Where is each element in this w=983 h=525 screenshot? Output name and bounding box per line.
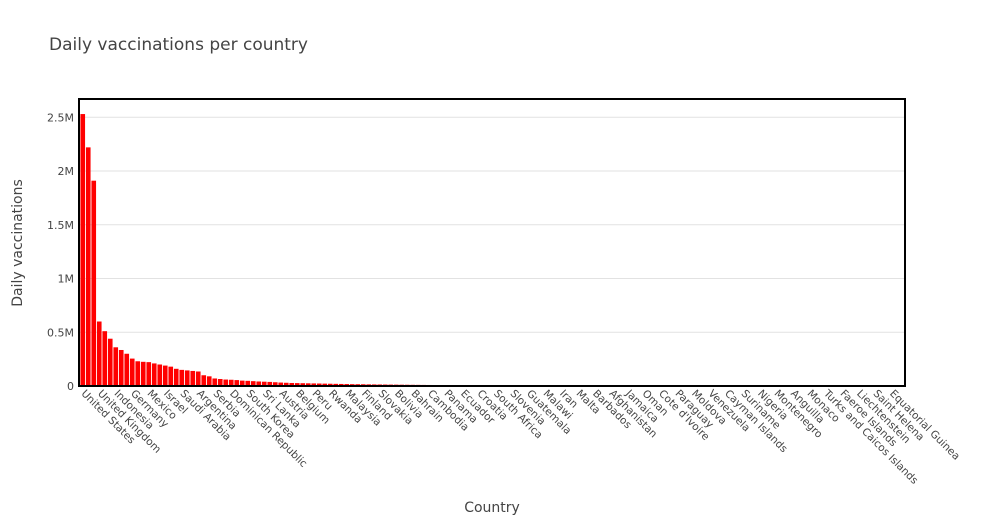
bar: [162, 365, 168, 386]
bar: [157, 364, 163, 386]
bar: [118, 349, 124, 386]
plot-frame: [78, 98, 906, 387]
bar: [267, 381, 273, 386]
x-axis-title: Country: [464, 500, 520, 516]
bar: [234, 380, 240, 386]
bar: [261, 381, 267, 386]
bar: [135, 361, 141, 386]
bar: [80, 114, 86, 386]
bar: [107, 338, 113, 386]
y-axis-title: Daily vaccinations: [10, 179, 26, 307]
bar: [124, 353, 130, 386]
bar: [195, 371, 201, 386]
bar: [190, 370, 196, 386]
bar: [217, 379, 223, 386]
bar: [140, 361, 146, 386]
bar: [184, 370, 190, 386]
bar: [245, 380, 251, 386]
bar: [146, 362, 152, 386]
bar: [311, 383, 317, 386]
bar: [179, 369, 185, 386]
bar: [129, 358, 135, 386]
bar: [272, 382, 278, 386]
y-tick-label: 0.5M: [47, 326, 74, 339]
bar: [96, 321, 102, 386]
bar: [212, 378, 218, 386]
bar: [256, 381, 262, 386]
bar: [151, 363, 157, 386]
bar: [239, 380, 245, 386]
bar: [201, 375, 207, 386]
bar: [173, 368, 179, 386]
bar: [228, 379, 234, 386]
y-tick-label: 0: [67, 380, 74, 393]
bar: [327, 383, 333, 386]
bar: [294, 383, 300, 386]
bar: [305, 383, 311, 386]
bar: [283, 382, 289, 386]
bar: [300, 383, 306, 386]
bar: [223, 379, 229, 386]
chart-title: Daily vaccinations per country: [49, 35, 308, 55]
bar: [206, 376, 212, 386]
bar: [91, 180, 97, 386]
bar: [333, 383, 339, 386]
bar: [338, 383, 344, 386]
y-tick-label: 2.5M: [47, 111, 74, 124]
y-tick-label: 2M: [58, 165, 75, 178]
bar: [85, 147, 91, 386]
bar: [289, 382, 295, 386]
y-tick-label: 1M: [58, 273, 75, 286]
bar: [316, 383, 322, 386]
bar: [168, 366, 174, 386]
bar: [322, 383, 328, 386]
bar: [250, 381, 256, 386]
bar: [102, 331, 108, 386]
y-tick-label: 1.5M: [47, 219, 74, 232]
bar: [113, 347, 119, 386]
bar: [278, 382, 284, 386]
